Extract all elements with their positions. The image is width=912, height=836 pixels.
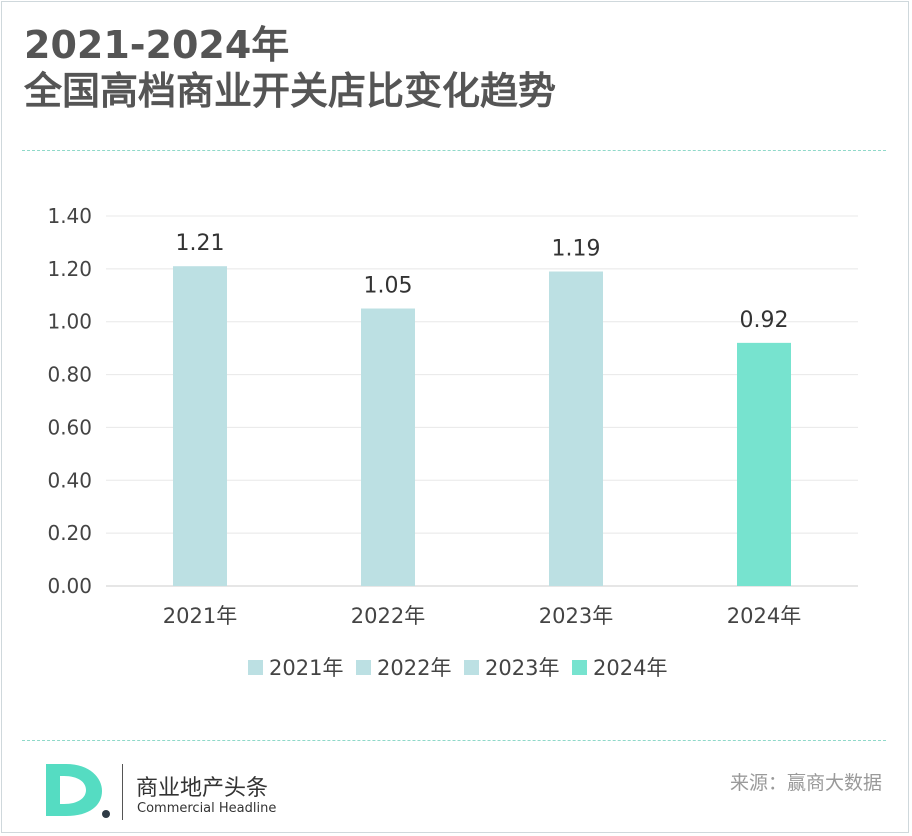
chart-title-line-2: 全国高档商业开关店比变化趋势 bbox=[24, 69, 557, 113]
legend-label: 2021年 bbox=[269, 656, 343, 680]
y-tick-label: 1.20 bbox=[47, 257, 92, 281]
x-tick-label: 2024年 bbox=[727, 604, 801, 628]
x-tick-label: 2022年 bbox=[351, 604, 425, 628]
commercial-headline-logo bbox=[46, 764, 110, 818]
brand-divider bbox=[122, 764, 123, 820]
bar bbox=[549, 271, 603, 586]
top-divider bbox=[22, 150, 886, 151]
legend-swatch bbox=[572, 660, 587, 675]
bottom-divider bbox=[22, 740, 886, 741]
bar bbox=[361, 308, 415, 586]
y-tick-label: 0.20 bbox=[47, 521, 92, 545]
brand-name-en: Commercial Headline bbox=[137, 801, 277, 816]
logo-dot bbox=[102, 810, 110, 818]
legend-swatch bbox=[248, 660, 263, 675]
x-tick-label: 2021年 bbox=[163, 604, 237, 628]
y-tick-label: 0.40 bbox=[47, 468, 92, 492]
chart-title-line-1: 2021-2024年 bbox=[24, 23, 290, 67]
bar-chart: 0.00 0.20 0.40 0.60 0.80 1.00 1.20 1.40 1.21 1.0… bbox=[47, 204, 858, 680]
legend-label: 2024年 bbox=[593, 656, 667, 680]
legend-label: 2022年 bbox=[377, 656, 451, 680]
logo-d-shape bbox=[46, 764, 102, 816]
legend-swatch bbox=[356, 660, 371, 675]
x-tick-label: 2023年 bbox=[539, 604, 613, 628]
value-labels: 1.21 1.05 1.19 0.92 bbox=[176, 231, 789, 333]
y-tick-label: 0.80 bbox=[47, 363, 92, 387]
y-axis-ticks: 0.00 0.20 0.40 0.60 0.80 1.00 1.20 1.40 bbox=[47, 204, 92, 598]
value-label: 1.19 bbox=[552, 237, 601, 262]
brand-name-cn: 商业地产头条 bbox=[136, 776, 269, 801]
bars bbox=[173, 266, 791, 586]
bar bbox=[173, 266, 227, 586]
value-label: 1.21 bbox=[176, 231, 225, 256]
legend-swatch bbox=[464, 660, 479, 675]
y-tick-label: 1.00 bbox=[47, 310, 92, 334]
y-tick-label: 0.00 bbox=[47, 574, 92, 598]
x-axis-ticks: 2021年 2022年 2023年 2024年 bbox=[163, 604, 801, 628]
y-tick-label: 1.40 bbox=[47, 204, 92, 228]
bar bbox=[737, 342, 791, 586]
grid-lines bbox=[106, 215, 858, 587]
data-source: 来源：赢商大数据 bbox=[729, 772, 882, 794]
chart-title: 2021-2024年 全国高档商业开关店比变化趋势 bbox=[24, 22, 556, 114]
y-tick-label: 0.60 bbox=[47, 415, 92, 439]
legend: 2021年 2022年 2023年 2024年 bbox=[248, 656, 667, 680]
legend-label: 2023年 bbox=[485, 656, 559, 680]
value-label: 0.92 bbox=[740, 308, 789, 333]
value-label: 1.05 bbox=[364, 274, 413, 299]
